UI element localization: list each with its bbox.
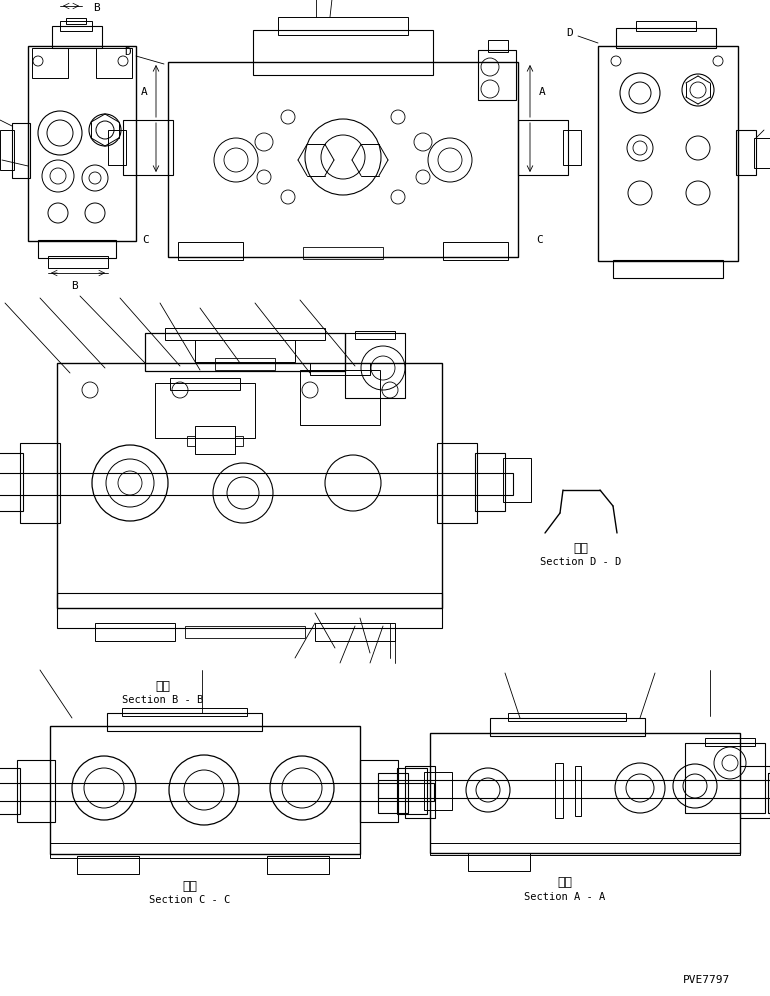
Bar [616,28,716,48]
Bar [424,772,452,810]
Text: 断面: 断面 [557,876,573,889]
Bar [0,783,434,801]
Bar [488,40,508,52]
Bar [57,363,442,608]
Text: Section D - D: Section D - D [541,557,621,567]
Bar [20,443,60,523]
Bar [215,358,275,370]
Bar [145,333,345,371]
Bar [355,331,395,339]
Bar [187,436,195,446]
Bar [123,120,173,175]
Bar [468,853,530,871]
Bar [443,242,508,260]
Bar [598,46,738,261]
Text: Section A - A: Section A - A [524,892,606,902]
Bar [508,713,626,721]
Bar [685,743,765,813]
Bar [736,130,756,175]
Bar [17,760,55,822]
Bar [28,46,136,241]
Bar [235,436,243,446]
Bar [563,130,581,165]
Text: 断面: 断面 [156,679,170,692]
Bar [178,242,243,260]
Bar [310,363,370,375]
Bar [253,30,433,75]
Bar [96,48,132,78]
Bar [575,766,581,816]
Bar [0,768,20,814]
Text: D: D [125,47,132,57]
Text: PVE7797: PVE7797 [683,975,730,985]
Bar [397,768,427,814]
Bar [768,773,770,813]
Bar [430,843,740,855]
Bar [300,370,380,425]
Bar [518,120,568,175]
Bar [60,21,92,31]
Text: Section B - B: Section B - B [122,695,203,705]
Bar [122,708,247,716]
Bar [38,240,116,258]
Bar [360,760,398,822]
Bar [378,773,408,813]
Bar [315,623,395,641]
Bar [50,726,360,854]
Bar [32,48,68,78]
Bar [155,383,255,438]
Bar [613,260,723,278]
Text: D: D [567,28,574,38]
Bar [475,453,505,511]
Text: A: A [539,87,545,97]
Bar [12,123,30,178]
Bar [66,18,86,24]
Bar [754,138,770,168]
Text: 断面: 断面 [182,879,197,892]
Bar [490,718,645,736]
Text: A: A [141,87,147,97]
Bar [430,733,740,853]
Bar [378,780,770,798]
Text: C: C [537,235,544,245]
Bar [278,17,408,35]
Bar [195,340,295,362]
Bar [267,856,329,874]
Bar [555,763,563,818]
Bar [185,626,305,638]
Text: 断面: 断面 [574,542,588,555]
Bar [107,713,262,731]
Bar [95,623,175,641]
Bar [636,21,696,31]
Bar [437,443,477,523]
Text: B: B [92,3,99,13]
Bar [345,333,405,398]
Bar [303,247,383,259]
Text: Section C - C: Section C - C [149,895,231,905]
Bar [168,62,518,257]
Bar [48,256,108,268]
Bar [0,473,513,495]
Bar [740,766,770,818]
Bar [0,453,23,511]
Bar [170,378,240,390]
Bar [705,738,755,746]
Bar [57,593,442,628]
Bar [478,50,516,100]
Bar [77,856,139,874]
Bar [195,426,235,454]
Text: C: C [142,235,149,245]
Bar [108,130,126,165]
Bar [503,458,531,502]
Text: B: B [72,281,79,291]
Bar [405,766,435,818]
Bar [0,130,14,170]
Bar [165,328,325,340]
Bar [50,843,360,858]
Bar [52,26,102,48]
